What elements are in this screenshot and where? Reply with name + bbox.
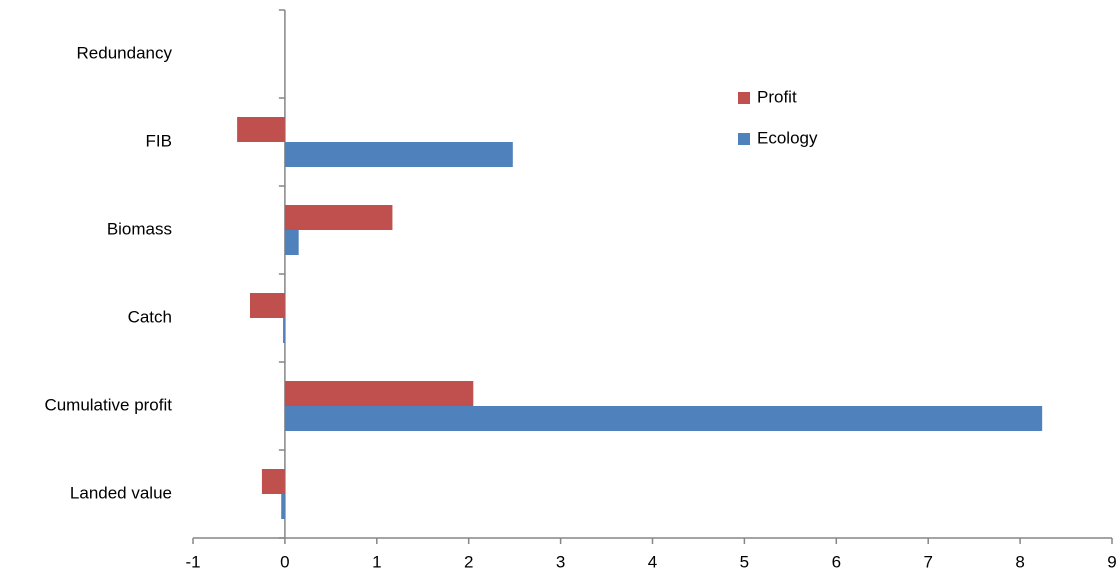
bar xyxy=(284,406,1043,431)
legend-key xyxy=(738,92,750,104)
x-tick-label: 8 xyxy=(1015,552,1024,571)
y-tick-label: Redundancy xyxy=(77,43,173,62)
y-tick-label: Cumulative profit xyxy=(44,395,172,414)
x-tick-label: 6 xyxy=(832,552,841,571)
legend-label: Profit xyxy=(757,87,797,106)
bar xyxy=(249,293,285,318)
bar xyxy=(237,117,285,142)
x-tick-label: 0 xyxy=(280,552,289,571)
y-tick-label: Catch xyxy=(128,307,172,326)
y-tick-label: FIB xyxy=(146,131,172,150)
legend-label: Ecology xyxy=(757,128,818,147)
x-tick-label: 4 xyxy=(648,552,657,571)
x-tick-label: 3 xyxy=(556,552,565,571)
x-tick-label: -1 xyxy=(185,552,200,571)
bar xyxy=(284,230,299,255)
bar xyxy=(284,381,474,406)
legend-key xyxy=(738,133,750,145)
y-tick-label: Biomass xyxy=(107,219,172,238)
bar xyxy=(284,205,393,230)
x-tick-label: 1 xyxy=(372,552,381,571)
x-tick-label: 5 xyxy=(740,552,749,571)
y-tick-label: Landed value xyxy=(70,483,172,502)
x-tick-label: 2 xyxy=(464,552,473,571)
bar xyxy=(281,494,285,519)
bar xyxy=(261,469,285,494)
bar xyxy=(284,142,513,167)
bar xyxy=(283,318,285,343)
x-tick-label: 7 xyxy=(923,552,932,571)
x-tick-label: 9 xyxy=(1107,552,1116,571)
